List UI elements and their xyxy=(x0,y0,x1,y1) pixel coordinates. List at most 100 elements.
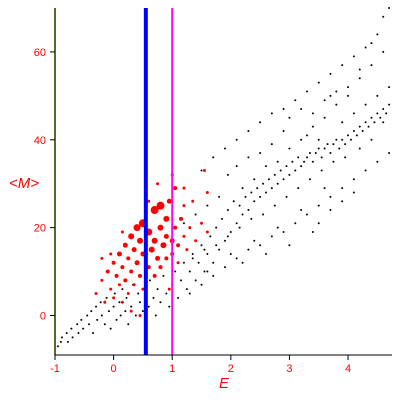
data-point-s0-99 xyxy=(320,156,323,159)
data-point-s1-10 xyxy=(120,265,125,270)
data-point-s0-79 xyxy=(262,182,265,185)
data-point-s1-5 xyxy=(111,260,116,265)
data-point-s0-24 xyxy=(113,292,116,295)
data-point-s0-50 xyxy=(177,296,180,299)
data-point-s1-29 xyxy=(148,246,155,253)
data-point-s1-52 xyxy=(188,226,192,230)
points-layer xyxy=(56,7,391,348)
data-point-s0-221 xyxy=(317,222,320,225)
x-tick-label-4: 3 xyxy=(286,363,292,375)
data-point-s1-49 xyxy=(182,234,186,238)
data-point-s0-199 xyxy=(341,121,344,124)
data-point-s1-1 xyxy=(100,278,104,282)
y-axis-label: <M> xyxy=(9,175,39,192)
data-point-s0-1 xyxy=(59,340,62,343)
data-point-s0-134 xyxy=(329,72,332,75)
data-point-s0-215 xyxy=(250,217,253,220)
data-point-s0-60 xyxy=(206,252,209,255)
data-point-s0-92 xyxy=(300,165,303,168)
data-point-s0-107 xyxy=(344,143,347,146)
data-point-s0-84 xyxy=(276,182,279,185)
data-point-s0-206 xyxy=(358,147,361,150)
data-point-s1-40 xyxy=(164,256,169,261)
data-point-s1-54 xyxy=(194,239,198,243)
data-point-s0-75 xyxy=(250,191,253,194)
data-point-s0-183 xyxy=(311,112,314,115)
data-point-s0-78 xyxy=(259,195,262,198)
data-point-s0-196 xyxy=(226,173,229,176)
x-axis-label: E xyxy=(219,375,230,392)
data-point-s0-44 xyxy=(159,301,162,304)
data-point-s0-18 xyxy=(100,314,103,317)
data-point-s1-16 xyxy=(128,233,135,240)
data-point-s0-108 xyxy=(347,134,350,137)
data-point-s0-3 xyxy=(65,332,68,335)
data-point-s0-131 xyxy=(294,99,297,102)
data-point-s0-42 xyxy=(154,314,157,317)
data-point-s0-163 xyxy=(259,244,262,247)
data-point-s0-122 xyxy=(388,103,391,106)
data-point-s0-144 xyxy=(335,103,338,106)
data-point-s0-64 xyxy=(218,248,221,251)
data-point-s0-47 xyxy=(168,305,171,308)
data-point-s0-117 xyxy=(373,121,376,124)
data-point-s0-173 xyxy=(376,160,379,163)
data-point-s0-158 xyxy=(200,283,203,286)
data-point-s0-143 xyxy=(347,86,350,89)
x-tick-label-5: 4 xyxy=(345,363,351,375)
data-point-s0-15 xyxy=(95,305,98,308)
data-point-s0-39 xyxy=(147,305,150,308)
data-point-s1-48 xyxy=(179,216,184,221)
data-point-s0-103 xyxy=(332,143,335,146)
data-point-s1-31 xyxy=(151,237,158,244)
data-point-s0-179 xyxy=(229,252,232,255)
data-point-s0-127 xyxy=(247,129,250,132)
data-point-s0-140 xyxy=(388,7,391,9)
data-point-s1-63 xyxy=(120,230,124,234)
data-point-s0-4 xyxy=(66,340,69,343)
data-point-s0-110 xyxy=(352,129,355,132)
data-point-s0-55 xyxy=(191,252,194,255)
data-point-s0-162 xyxy=(247,248,250,251)
data-point-s1-9 xyxy=(117,283,121,287)
data-point-s1-67 xyxy=(100,256,104,260)
data-point-s0-5 xyxy=(70,327,73,330)
data-point-s0-186 xyxy=(347,94,350,97)
data-point-s0-20 xyxy=(105,296,108,299)
data-point-s0-124 xyxy=(212,156,215,159)
data-point-s1-33 xyxy=(155,255,161,261)
data-point-s0-208 xyxy=(332,160,335,163)
data-point-s1-38 xyxy=(163,215,170,222)
data-point-s1-15 xyxy=(126,292,130,296)
data-point-s0-157 xyxy=(188,292,191,295)
data-point-s0-177 xyxy=(276,226,279,229)
data-point-s1-13 xyxy=(123,278,128,283)
data-point-s0-98 xyxy=(317,147,320,150)
data-point-s1-23 xyxy=(137,273,142,278)
data-point-s0-224 xyxy=(352,191,355,194)
data-point-s0-86 xyxy=(282,178,285,181)
data-point-s0-94 xyxy=(306,156,309,159)
data-point-s0-62 xyxy=(212,261,215,264)
data-point-s0-159 xyxy=(212,274,215,277)
data-point-s0-109 xyxy=(349,138,352,141)
y-tick-label-1: 20 xyxy=(34,223,46,235)
data-point-s0-52 xyxy=(182,261,185,264)
data-point-s1-26 xyxy=(141,287,145,291)
data-point-s0-218 xyxy=(215,244,218,247)
y-tick-label-0: 0 xyxy=(40,310,46,322)
data-point-s0-132 xyxy=(306,90,309,93)
data-point-s0-112 xyxy=(358,125,361,128)
data-point-s1-68 xyxy=(147,199,151,203)
data-point-s0-201 xyxy=(364,103,367,106)
data-point-s0-27 xyxy=(119,314,122,317)
data-point-s0-106 xyxy=(341,138,344,141)
data-point-s1-21 xyxy=(134,260,140,266)
data-point-s0-53 xyxy=(185,288,188,291)
data-point-s0-0 xyxy=(56,345,59,348)
data-point-s0-136 xyxy=(352,55,355,58)
data-point-s0-226 xyxy=(311,231,314,234)
data-point-s0-129 xyxy=(270,112,273,115)
data-point-s0-69 xyxy=(232,200,235,203)
data-point-s0-214 xyxy=(262,213,265,216)
